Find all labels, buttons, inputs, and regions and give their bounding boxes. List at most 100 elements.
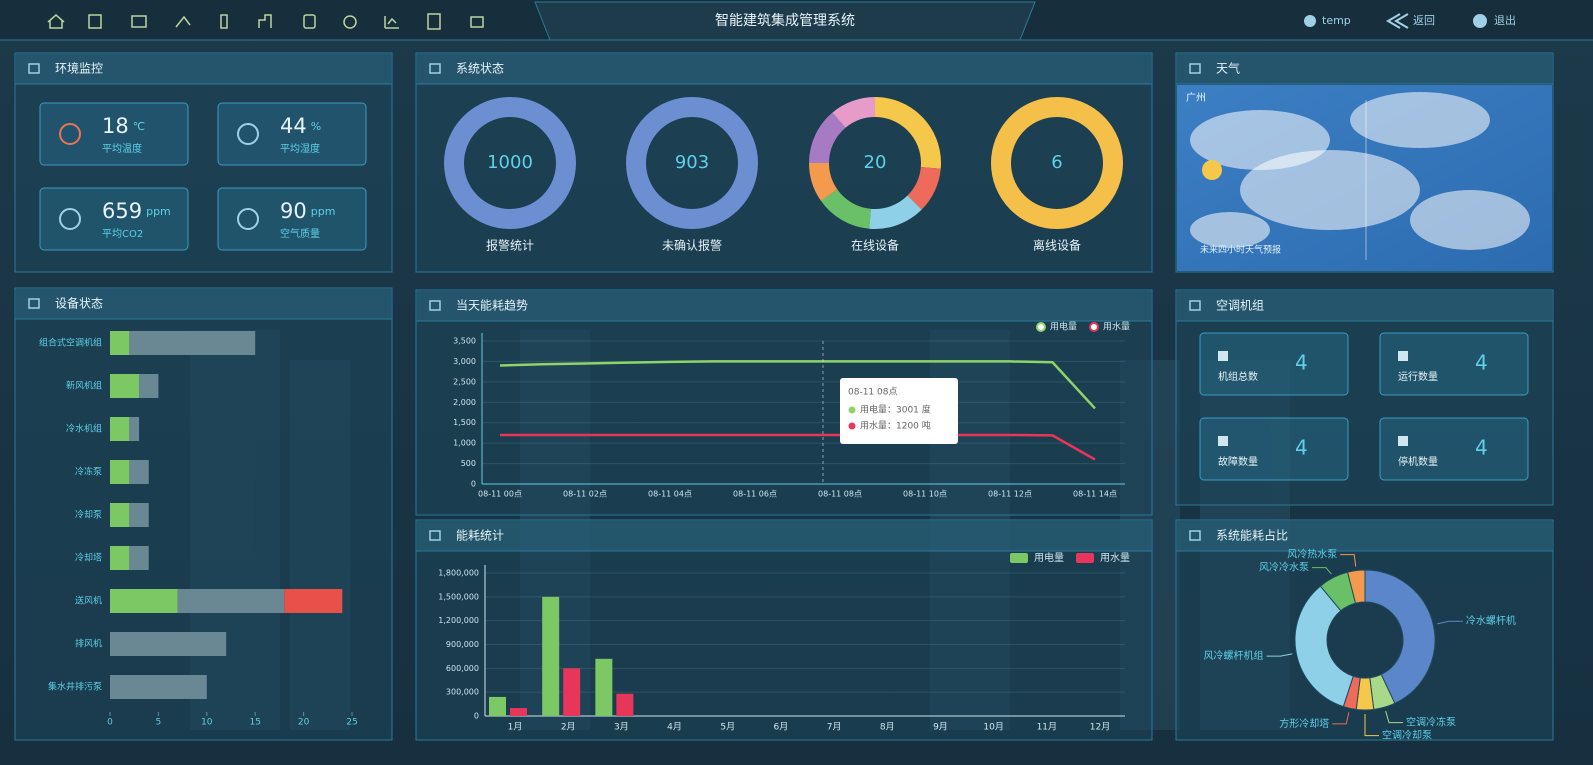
- cloud: [1190, 212, 1270, 248]
- panel: [1175, 289, 1554, 506]
- tooltip-line: 用电量：3001 度: [860, 404, 931, 416]
- x-tick-label: 5: [156, 718, 162, 728]
- panel-icon: [28, 298, 40, 309]
- x-tick-label: 0: [107, 718, 113, 728]
- panel-icon: [1189, 63, 1201, 74]
- nav-home[interactable]: [47, 14, 65, 29]
- panel-header: [1177, 54, 1552, 84]
- stat-value: 4: [1475, 436, 1488, 460]
- stat-card: [1379, 417, 1529, 481]
- logout-button[interactable]: 退出: [1494, 13, 1516, 27]
- bar-segment: [110, 632, 227, 656]
- y-tick-label: 新风机组: [66, 380, 102, 392]
- stat-value: 659 ppm: [102, 199, 171, 223]
- app-title: 智能建筑集成管理系统: [715, 12, 855, 29]
- legend-marker: [1035, 322, 1046, 332]
- bar-segment: [110, 460, 130, 484]
- x-tick-label: 15: [249, 718, 260, 728]
- line-series: [500, 433, 1096, 461]
- nav-icons: [47, 13, 484, 30]
- back-icon: [1386, 13, 1409, 29]
- legend-marker: [1088, 322, 1099, 332]
- bar-segment: [129, 503, 149, 527]
- panel-title: 空调机组: [1216, 299, 1264, 313]
- status-label: 离线设备: [1033, 238, 1081, 253]
- nav-icon[interactable]: [470, 16, 484, 28]
- y-tick-label: 600,000: [446, 664, 479, 673]
- x-tick-label: 1月: [508, 722, 523, 733]
- panel-icon: [1189, 530, 1201, 541]
- cloud: [1410, 190, 1530, 250]
- stat-unit: ppm: [311, 205, 336, 218]
- pie-leader: [1266, 653, 1293, 657]
- stat-value: 4: [1295, 436, 1308, 460]
- nav-icon[interactable]: [258, 14, 272, 28]
- user-icon: [1304, 15, 1316, 27]
- bar-segment: [110, 417, 130, 441]
- nav-icon[interactable]: [220, 14, 228, 29]
- legend-label: 用电量: [1050, 321, 1077, 333]
- x-tick-label: 08-11 12点: [988, 490, 1032, 499]
- stat-value: 90 ppm: [280, 199, 335, 223]
- stat-label: 机组总数: [1218, 370, 1258, 383]
- x-tick-label: 6月: [774, 722, 789, 733]
- pie-label: 风冷热水泵: [1287, 548, 1337, 561]
- ring-segment: [809, 96, 941, 229]
- x-tick-label: 4月: [667, 722, 682, 733]
- y-tick-label: 3,000: [453, 357, 476, 366]
- stat-label: 平均湿度: [280, 142, 320, 155]
- y-tick-label: 集水井排污泵: [48, 681, 102, 693]
- x-tick-label: 3月: [614, 722, 629, 733]
- nav-icon[interactable]: [384, 16, 399, 29]
- y-tick-label: 排风机: [75, 638, 102, 650]
- panel-title: 系统能耗占比: [1216, 528, 1288, 543]
- pie-leader: [1437, 620, 1463, 625]
- bar-segment: [284, 589, 343, 613]
- bar: [595, 658, 613, 716]
- tooltip-dot: [848, 406, 856, 414]
- stat-icon: [237, 123, 259, 145]
- y-tick-label: 冷冻泵: [75, 466, 102, 478]
- status-label: 报警统计: [486, 238, 534, 253]
- ring-segment: [444, 97, 576, 229]
- x-tick-label: 10月: [983, 722, 1003, 733]
- panel-title: 设备状态: [55, 297, 103, 311]
- pie-leader: [1340, 554, 1357, 567]
- stat-card: [217, 187, 367, 251]
- nav-icon[interactable]: [88, 14, 102, 29]
- stat-icon: [1218, 436, 1228, 446]
- stat-value: 44%: [280, 114, 321, 138]
- pie-leader: [1385, 710, 1403, 724]
- weather-city: 广州: [1186, 92, 1206, 104]
- tooltip-dot: [848, 422, 856, 430]
- stat-card: [1199, 332, 1349, 396]
- bar-segment: [129, 546, 149, 570]
- x-tick-label: 08-11 04点: [648, 490, 692, 499]
- panel-title: 环境监控: [55, 61, 103, 76]
- stat-label: 平均温度: [102, 142, 142, 155]
- stat-label: 空气质量: [280, 227, 320, 240]
- ring-segment: [809, 97, 941, 229]
- stat-label: 故障数量: [1218, 455, 1258, 468]
- nav-icon[interactable]: [343, 15, 357, 29]
- y-tick-label: 3,500: [453, 337, 476, 346]
- user-name[interactable]: temp: [1322, 14, 1351, 27]
- panel-header: [1177, 291, 1552, 321]
- stat-card: [39, 102, 189, 166]
- nav-icon[interactable]: [303, 14, 316, 29]
- x-tick-label: 25: [346, 718, 357, 728]
- y-tick-label: 1,800,000: [438, 569, 479, 578]
- nav-icon[interactable]: [175, 15, 191, 28]
- panel: [415, 52, 1153, 273]
- nav-icon[interactable]: [131, 15, 147, 28]
- stat-label: 停机数量: [1398, 455, 1438, 468]
- stat-icon: [59, 123, 81, 145]
- bar-segment: [129, 460, 149, 484]
- bar-segment: [129, 417, 140, 441]
- bar: [489, 696, 506, 716]
- stat-value: 4: [1475, 351, 1488, 375]
- back-button[interactable]: 返回: [1413, 14, 1435, 27]
- nav-icon[interactable]: [427, 13, 441, 30]
- panel-header: [417, 54, 1151, 84]
